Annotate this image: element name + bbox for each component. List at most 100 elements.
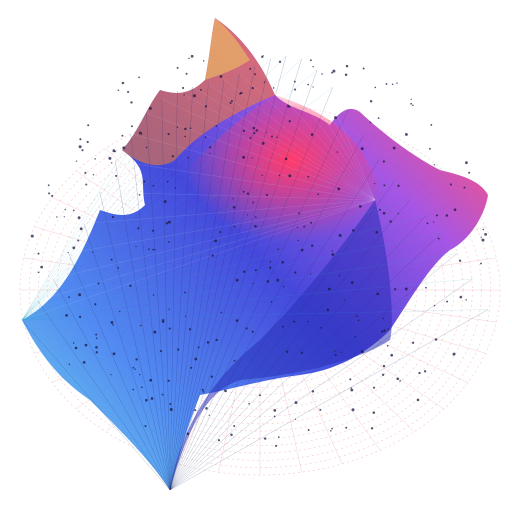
mesh-node (385, 82, 388, 85)
mesh-node (262, 55, 264, 57)
mesh-node (327, 287, 331, 291)
mesh-node (377, 117, 380, 120)
mesh-node (254, 73, 256, 76)
mesh-node (233, 359, 236, 362)
mesh-node (349, 378, 352, 381)
mesh-node (235, 319, 239, 322)
mesh-line (99, 191, 376, 201)
mesh-node (194, 357, 198, 361)
mesh-node (358, 205, 362, 208)
mesh-node (252, 282, 254, 285)
mesh-node (337, 187, 341, 191)
mesh-node (270, 300, 273, 303)
mesh-node (188, 328, 192, 331)
mesh-node (78, 293, 82, 297)
mesh-node (294, 88, 297, 91)
mesh-node (296, 226, 299, 228)
mesh-line (21, 309, 489, 321)
mesh-node (261, 142, 265, 145)
mesh-node (186, 432, 190, 435)
mesh-node (307, 429, 310, 431)
mesh-node (321, 73, 323, 75)
mesh-node (338, 234, 342, 237)
mesh-line (21, 79, 225, 321)
mesh-node (273, 409, 277, 412)
mesh-node (184, 291, 186, 294)
mesh-node (148, 248, 150, 251)
mesh-line (169, 134, 364, 491)
mesh-line (169, 110, 349, 491)
mesh-line (239, 73, 376, 201)
mesh-node (345, 64, 349, 68)
mesh-node (270, 135, 274, 138)
mesh-node (277, 436, 280, 438)
mesh-node (269, 266, 272, 269)
mesh-node (310, 244, 314, 247)
mesh-node (397, 184, 400, 187)
mesh-node (480, 236, 482, 238)
mesh-node (47, 184, 50, 187)
mesh-line (21, 199, 376, 321)
mesh-node (430, 123, 433, 126)
mesh-node (251, 86, 254, 90)
mesh-node (278, 60, 282, 63)
mesh-node (276, 136, 278, 139)
mesh-line (192, 86, 376, 201)
mesh-node (331, 427, 333, 430)
mesh-line (169, 180, 395, 491)
mesh-node (84, 171, 87, 174)
mesh-node (354, 336, 357, 338)
mesh-node (208, 414, 210, 416)
mesh-node (78, 315, 82, 319)
mesh-node (284, 157, 288, 161)
mesh-node (265, 193, 269, 197)
mesh-node (297, 239, 299, 242)
mesh-node (245, 327, 248, 330)
mesh-node (127, 90, 130, 93)
mesh-node (433, 304, 436, 307)
mesh-node (386, 344, 389, 347)
grid-spoke (278, 368, 302, 473)
mesh-node (282, 325, 284, 328)
mesh-node (168, 327, 171, 330)
mesh-node (426, 222, 429, 225)
mesh-node (95, 337, 98, 339)
mesh-line (177, 90, 376, 201)
mesh-node (148, 106, 152, 110)
mesh-node (389, 220, 392, 223)
mesh-node (150, 397, 154, 400)
mesh-line (316, 69, 376, 201)
mesh-node (331, 253, 335, 256)
mesh-node (404, 287, 408, 291)
mesh-line (169, 58, 302, 491)
mesh-node (338, 274, 341, 277)
mesh-node (110, 320, 114, 324)
surface-mesh (21, 55, 489, 491)
mesh-node (331, 71, 333, 74)
mesh-node (129, 284, 132, 287)
mesh-line (270, 58, 376, 201)
mesh-line (21, 319, 171, 491)
mesh-node (330, 430, 332, 432)
mesh-node (463, 186, 466, 189)
mesh-node (410, 98, 412, 100)
mesh-line (146, 112, 376, 201)
mesh-line (37, 199, 376, 301)
mesh-node (233, 425, 236, 427)
mesh-line (115, 160, 376, 201)
mesh-line (21, 90, 178, 321)
mesh-node (187, 156, 189, 159)
mesh-node (169, 408, 173, 411)
mesh-node (445, 214, 449, 217)
mesh-node (484, 233, 487, 236)
mesh-node (449, 183, 452, 186)
mesh-node (350, 387, 352, 389)
mesh-node (242, 270, 246, 273)
mesh-node (112, 352, 116, 356)
mesh-node (81, 149, 84, 152)
mesh-node (277, 248, 280, 251)
mesh-node (281, 261, 284, 264)
mesh-node (235, 278, 239, 282)
mesh-node (68, 363, 71, 366)
mesh-node (63, 216, 65, 218)
